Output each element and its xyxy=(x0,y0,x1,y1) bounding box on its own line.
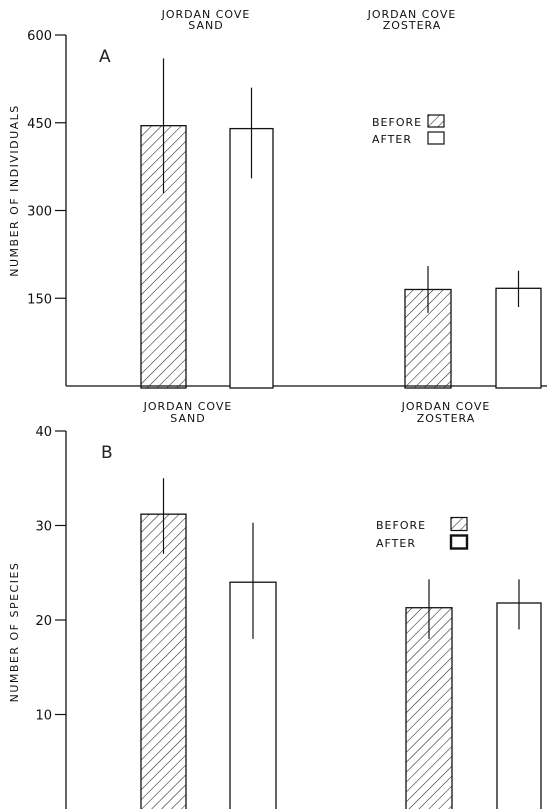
legend-swatch xyxy=(450,516,468,532)
bar-before xyxy=(140,125,187,389)
group-title-line: JORDAN COVE xyxy=(401,400,491,413)
group-title-line: ZOSTERA xyxy=(417,412,476,425)
y-tick-label: 600 xyxy=(27,29,52,44)
legend-swatch xyxy=(449,534,469,550)
legend: BEFORE AFTER xyxy=(372,114,445,146)
legend: BEFORE AFTER xyxy=(376,516,469,550)
panel-label: A xyxy=(99,47,111,67)
group-title-line: JORDAN COVE xyxy=(161,8,251,21)
legend-swatch xyxy=(427,114,445,128)
legend-label: AFTER xyxy=(372,133,412,146)
legend-swatch xyxy=(427,131,445,145)
y-tick-label: 300 xyxy=(27,205,52,220)
bar-after xyxy=(496,602,542,809)
group-title-line: ZOSTERA xyxy=(383,19,442,32)
y-axis-label: NUMBER OF INDIVIDUALS xyxy=(8,104,21,277)
y-tick-label: 450 xyxy=(27,117,52,132)
group-title-line: SAND xyxy=(188,19,223,32)
y-tick-label: 40 xyxy=(35,425,52,440)
group-title-line: JORDAN COVE xyxy=(367,8,457,21)
y-axis-label: NUMBER OF SPECIES xyxy=(8,562,21,703)
y-tick-label: 150 xyxy=(27,292,52,307)
chart-panel-a: 150 300 450 600 NUMBER OF INDIVIDUALS A JORDAN… xyxy=(8,8,547,389)
y-tick-label: 30 xyxy=(35,520,52,535)
group-title-line: SAND xyxy=(170,412,205,425)
legend-label: AFTER xyxy=(376,537,416,550)
y-tick-label: 20 xyxy=(35,614,52,629)
legend-label: BEFORE xyxy=(376,519,426,532)
bar-before xyxy=(140,513,187,809)
legend-label: BEFORE xyxy=(372,116,422,129)
panel-label: B xyxy=(101,443,113,463)
bar-before xyxy=(405,607,453,809)
y-tick-label: 10 xyxy=(35,709,52,724)
group-title-line: JORDAN COVE xyxy=(143,400,233,413)
